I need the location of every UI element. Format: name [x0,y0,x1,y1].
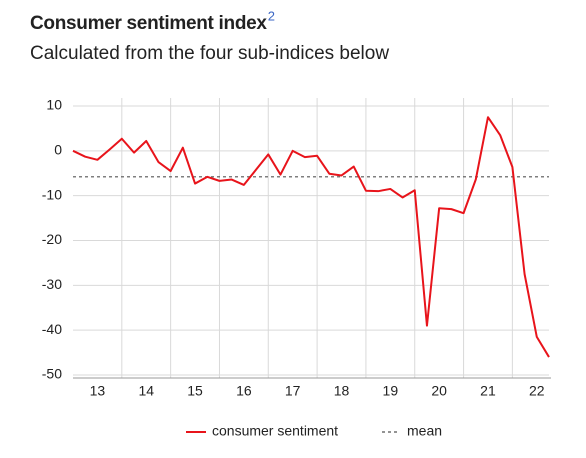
x-tick-label: 17 [285,383,301,399]
legend-label: consumer sentiment [212,423,338,439]
chart-subtitle: Calculated from the four sub-indices bel… [30,43,389,64]
y-tick-label: 0 [54,142,62,158]
y-tick-label: -10 [42,186,62,202]
y-tick-label: -40 [42,321,62,337]
x-tick-label: 18 [334,383,350,399]
x-tick-label: 20 [431,383,447,399]
y-tick-label: -20 [42,231,62,247]
y-tick-label: -30 [42,276,62,292]
y-tick-label: 10 [46,97,62,113]
x-tick-label: 22 [529,383,545,399]
x-tick-label: 15 [187,383,203,399]
data-line [72,116,550,358]
x-tick-label: 19 [383,383,399,399]
x-tick-label: 14 [138,383,154,399]
y-tick-label: -50 [42,366,62,382]
x-tick-label: 16 [236,383,252,399]
x-tick-label: 21 [480,383,496,399]
chart-title: Consumer sentiment index [30,13,267,34]
x-tick-label: 13 [90,383,106,399]
legend-label: mean [407,423,442,439]
title-footnote: 2 [268,8,275,23]
